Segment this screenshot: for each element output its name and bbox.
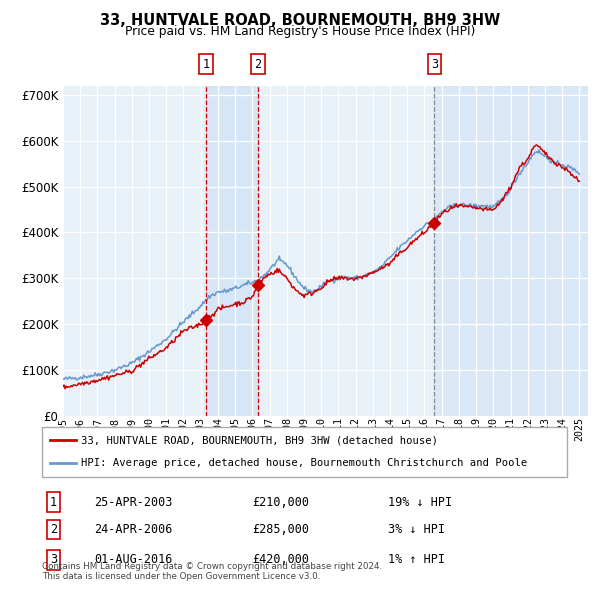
Text: 1% ↑ HPI: 1% ↑ HPI: [389, 553, 445, 566]
Text: 2: 2: [50, 523, 57, 536]
Text: £285,000: £285,000: [252, 523, 309, 536]
Text: 2: 2: [254, 58, 262, 71]
Text: 3: 3: [50, 553, 57, 566]
Text: 3: 3: [431, 58, 438, 71]
Bar: [206, 86, 258, 416]
Text: 24-APR-2006: 24-APR-2006: [95, 523, 173, 536]
Text: 19% ↓ HPI: 19% ↓ HPI: [389, 496, 452, 509]
FancyBboxPatch shape: [42, 427, 567, 477]
Text: 33, HUNTVALE ROAD, BOURNEMOUTH, BH9 3HW (detached house): 33, HUNTVALE ROAD, BOURNEMOUTH, BH9 3HW …: [82, 435, 439, 445]
Text: 33, HUNTVALE ROAD, BOURNEMOUTH, BH9 3HW: 33, HUNTVALE ROAD, BOURNEMOUTH, BH9 3HW: [100, 13, 500, 28]
Text: 3% ↓ HPI: 3% ↓ HPI: [389, 523, 445, 536]
Text: HPI: Average price, detached house, Bournemouth Christchurch and Poole: HPI: Average price, detached house, Bour…: [82, 458, 527, 468]
Bar: [434, 86, 588, 416]
Text: 1: 1: [203, 58, 210, 71]
Text: 1: 1: [50, 496, 57, 509]
Text: £420,000: £420,000: [252, 553, 309, 566]
Text: 25-APR-2003: 25-APR-2003: [95, 496, 173, 509]
Text: £210,000: £210,000: [252, 496, 309, 509]
Text: Price paid vs. HM Land Registry's House Price Index (HPI): Price paid vs. HM Land Registry's House …: [125, 25, 475, 38]
Text: 01-AUG-2016: 01-AUG-2016: [95, 553, 173, 566]
Text: Contains HM Land Registry data © Crown copyright and database right 2024.
This d: Contains HM Land Registry data © Crown c…: [42, 562, 382, 581]
